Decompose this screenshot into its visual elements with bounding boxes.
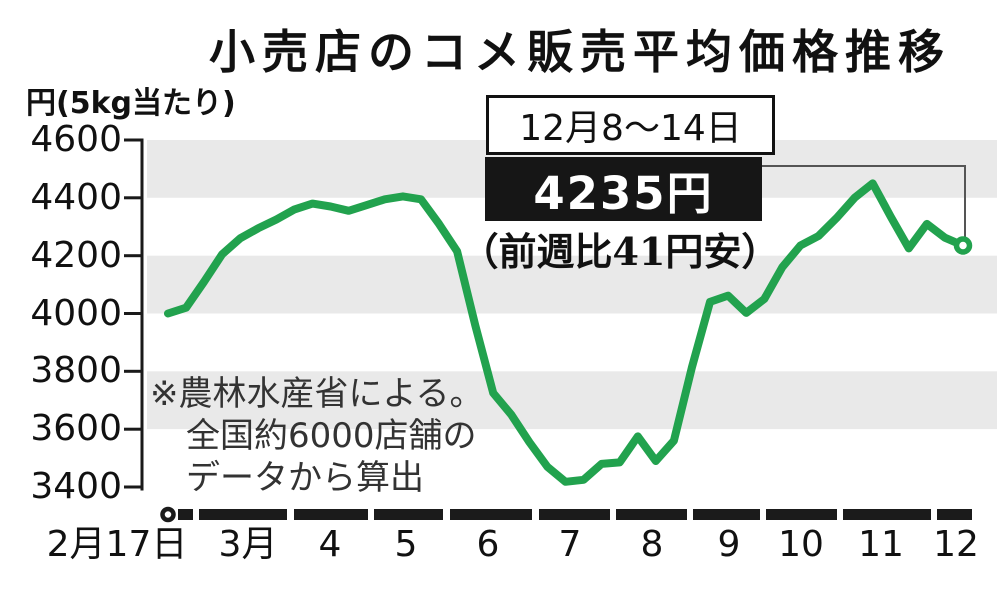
- y-tick-label: 4400: [30, 177, 122, 218]
- x-axis-start-marker: [160, 506, 176, 523]
- x-tick-label: 6: [476, 524, 500, 565]
- x-axis-dash: [843, 509, 931, 520]
- source-note-line2: 全国約6000店舗の: [186, 416, 477, 456]
- callout-week-diff: （前週比41円安）: [460, 229, 780, 274]
- x-axis-dash: [937, 509, 972, 520]
- x-axis-dash: [450, 509, 532, 520]
- y-tick-label: 3600: [30, 408, 122, 449]
- y-axis-tick: [124, 485, 144, 489]
- y-tick-label: 3800: [30, 350, 122, 391]
- callout-price-box: 4235円: [485, 157, 762, 221]
- y-axis-unit-label: 円(5kg当たり): [26, 86, 236, 121]
- x-tick-label: 5: [394, 524, 418, 565]
- y-tick-label: 4600: [30, 119, 122, 160]
- callout-period-box: 12月8〜14日: [486, 95, 775, 155]
- y-axis-tick: [124, 312, 144, 315]
- y-axis-tick: [124, 427, 144, 431]
- y-axis-tick: [124, 196, 144, 200]
- callout-connector-line: [762, 165, 966, 238]
- background-band: [147, 255, 997, 314]
- y-tick-label: 3400: [30, 466, 122, 507]
- x-tick-label: 10: [778, 524, 824, 565]
- x-axis-dash: [294, 509, 368, 520]
- x-tick-label: 9: [717, 524, 741, 565]
- x-tick-label: 7: [558, 524, 582, 565]
- x-tick-label: 3月: [218, 524, 278, 565]
- y-tick-label: 4000: [30, 293, 122, 334]
- x-axis-dash: [178, 509, 193, 520]
- x-tick-label: 2月17日: [46, 524, 188, 565]
- y-axis-tick: [124, 254, 144, 258]
- y-axis-tick: [124, 138, 144, 142]
- x-axis-dash: [693, 509, 760, 520]
- x-axis-dash: [374, 509, 443, 520]
- source-note: ※農林水産省による。 全国約6000店舗の データから算出: [150, 373, 483, 499]
- x-tick-label: 4: [318, 524, 342, 565]
- chart-title: 小売店のコメ販売平均価格推移: [209, 25, 951, 79]
- last-point-marker: [953, 236, 973, 255]
- x-tick-label: 8: [640, 524, 664, 565]
- x-axis-dash: [616, 509, 687, 520]
- x-tick-label: 11: [858, 524, 904, 565]
- x-axis-dash: [766, 509, 837, 520]
- x-axis-dash: [199, 509, 287, 520]
- x-tick-label: 12: [933, 524, 979, 565]
- price-line: [164, 179, 967, 486]
- source-note-line1: ※農林水産省による。: [150, 374, 484, 414]
- x-axis-dash: [539, 509, 610, 520]
- y-axis-tick: [124, 369, 144, 373]
- background-band: [147, 371, 997, 430]
- y-tick-label: 4200: [30, 235, 122, 276]
- source-note-line3: データから算出: [186, 458, 424, 498]
